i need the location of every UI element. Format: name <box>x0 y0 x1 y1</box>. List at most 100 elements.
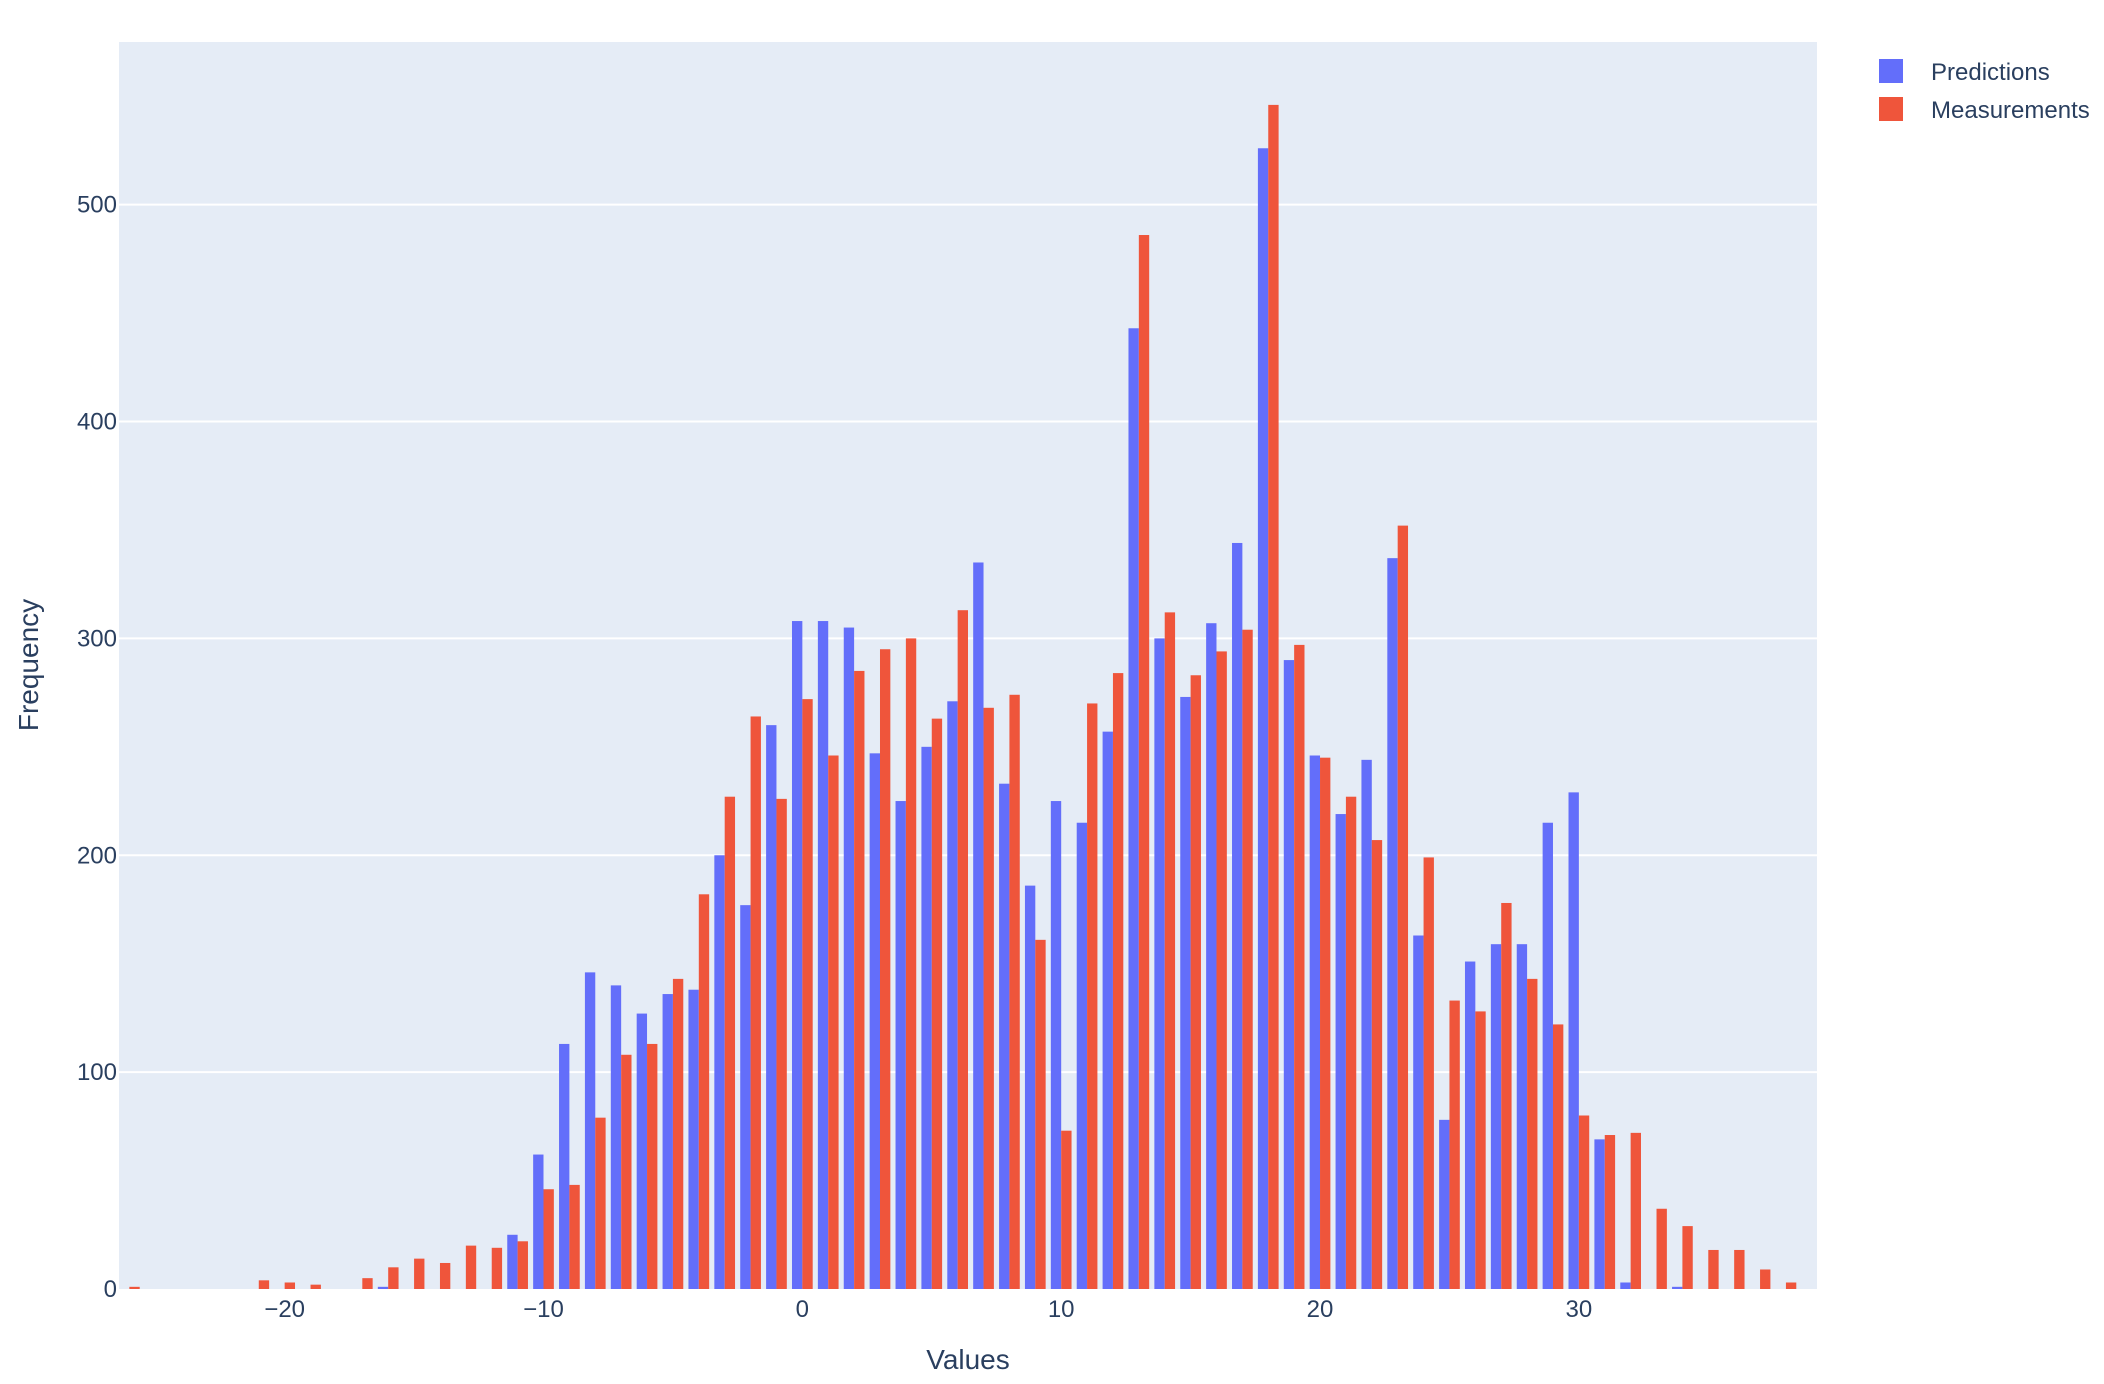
bar-predictions[interactable] <box>766 725 777 1289</box>
bar-predictions[interactable] <box>1542 822 1553 1289</box>
bar-measurements[interactable] <box>1785 1282 1797 1289</box>
bar-predictions[interactable] <box>1464 961 1476 1289</box>
bar-measurements[interactable] <box>595 1117 606 1289</box>
bar-measurements[interactable] <box>1371 840 1383 1289</box>
bar-measurements[interactable] <box>491 1247 503 1289</box>
bar-measurements[interactable] <box>828 755 839 1289</box>
bar-measurements[interactable] <box>1345 796 1357 1289</box>
bar-predictions[interactable] <box>1439 1119 1450 1289</box>
bar-measurements[interactable] <box>724 796 736 1289</box>
bar-measurements[interactable] <box>1527 978 1538 1289</box>
bar-measurements[interactable] <box>1216 651 1227 1289</box>
bar-predictions[interactable] <box>1309 755 1321 1289</box>
bar-measurements[interactable] <box>931 718 943 1289</box>
bar-predictions[interactable] <box>1076 822 1088 1289</box>
bar-predictions[interactable] <box>1490 944 1502 1289</box>
bar-measurements[interactable] <box>258 1280 270 1289</box>
bar-measurements[interactable] <box>776 798 787 1289</box>
bar-measurements[interactable] <box>672 978 684 1289</box>
bar-measurements[interactable] <box>621 1054 632 1289</box>
bar-predictions[interactable] <box>507 1234 518 1289</box>
bar-predictions[interactable] <box>688 989 699 1289</box>
bar-measurements[interactable] <box>1630 1132 1641 1289</box>
bar-predictions[interactable] <box>973 562 984 1289</box>
bar-predictions[interactable] <box>1413 935 1424 1289</box>
bar-predictions[interactable] <box>1516 944 1528 1289</box>
bar-predictions[interactable] <box>714 855 725 1289</box>
bar-predictions[interactable] <box>1257 148 1269 1289</box>
bar-measurements[interactable] <box>1294 644 1305 1289</box>
bar-measurements[interactable] <box>802 699 813 1289</box>
bar-measurements[interactable] <box>1604 1135 1616 1289</box>
bar-measurements[interactable] <box>1552 1024 1564 1289</box>
bar-predictions[interactable] <box>533 1154 544 1289</box>
bar-predictions[interactable] <box>999 783 1010 1289</box>
bar-measurements[interactable] <box>698 894 710 1289</box>
bar-measurements[interactable] <box>1501 902 1512 1289</box>
bar-measurements[interactable] <box>310 1284 321 1289</box>
bar-predictions[interactable] <box>1387 558 1398 1289</box>
bar-measurements[interactable] <box>1242 629 1253 1289</box>
bar-measurements[interactable] <box>1112 673 1124 1289</box>
bar-measurements[interactable] <box>465 1245 477 1289</box>
bar-measurements[interactable] <box>1734 1249 1745 1289</box>
bar-measurements[interactable] <box>439 1262 451 1289</box>
bar-predictions[interactable] <box>1102 731 1113 1289</box>
bar-predictions[interactable] <box>1180 696 1191 1289</box>
bar-predictions[interactable] <box>1620 1282 1631 1289</box>
bar-measurements[interactable] <box>647 1043 658 1289</box>
bar-measurements[interactable] <box>750 716 761 1289</box>
legend-item-measurements[interactable]: Measurements <box>1879 97 2090 124</box>
bar-measurements[interactable] <box>1009 694 1020 1289</box>
bar-predictions[interactable] <box>921 746 932 1289</box>
bar-measurements[interactable] <box>983 707 994 1289</box>
bar-predictions[interactable] <box>1128 328 1139 1289</box>
bar-predictions[interactable] <box>895 801 906 1289</box>
bar-measurements[interactable] <box>543 1189 554 1289</box>
bar-predictions[interactable] <box>1568 792 1579 1289</box>
bar-measurements[interactable] <box>1708 1249 1719 1289</box>
bar-measurements[interactable] <box>129 1286 140 1289</box>
bar-predictions[interactable] <box>584 972 596 1289</box>
bar-measurements[interactable] <box>1138 235 1150 1289</box>
bar-measurements[interactable] <box>905 638 917 1289</box>
legend-item-predictions[interactable]: Predictions <box>1879 59 2050 86</box>
bar-predictions[interactable] <box>740 905 751 1289</box>
bar-predictions[interactable] <box>791 621 803 1289</box>
bar-predictions[interactable] <box>662 994 673 1289</box>
bar-predictions[interactable] <box>1672 1286 1683 1289</box>
bar-predictions[interactable] <box>1050 801 1062 1289</box>
bar-measurements[interactable] <box>414 1258 425 1289</box>
bar-predictions[interactable] <box>636 1013 648 1289</box>
bar-measurements[interactable] <box>1268 104 1279 1289</box>
bar-predictions[interactable] <box>1361 759 1372 1289</box>
bar-measurements[interactable] <box>1061 1130 1072 1289</box>
bar-predictions[interactable] <box>869 753 880 1289</box>
bar-predictions[interactable] <box>817 621 829 1289</box>
bar-predictions[interactable] <box>377 1286 389 1289</box>
bar-measurements[interactable] <box>1578 1115 1590 1289</box>
bar-predictions[interactable] <box>947 701 958 1289</box>
bar-predictions[interactable] <box>559 1043 570 1289</box>
bar-predictions[interactable] <box>1594 1139 1605 1289</box>
bar-predictions[interactable] <box>1024 885 1036 1289</box>
bar-measurements[interactable] <box>1397 525 1409 1289</box>
bar-measurements[interactable] <box>1656 1208 1667 1289</box>
bar-measurements[interactable] <box>517 1241 528 1289</box>
bar-predictions[interactable] <box>1154 638 1165 1289</box>
bar-measurements[interactable] <box>879 649 891 1289</box>
bar-measurements[interactable] <box>1423 857 1434 1289</box>
bar-measurements[interactable] <box>1087 703 1098 1289</box>
bar-measurements[interactable] <box>362 1278 373 1289</box>
bar-measurements[interactable] <box>569 1184 580 1289</box>
bar-predictions[interactable] <box>1335 814 1346 1289</box>
bar-measurements[interactable] <box>957 610 968 1289</box>
bar-measurements[interactable] <box>1190 675 1201 1289</box>
bar-measurements[interactable] <box>1760 1269 1771 1289</box>
bar-measurements[interactable] <box>388 1267 399 1289</box>
legend[interactable]: Predictions Measurements <box>1879 59 2090 124</box>
bar-measurements[interactable] <box>1449 1000 1460 1289</box>
bar-predictions[interactable] <box>610 985 622 1289</box>
bar-predictions[interactable] <box>1232 542 1243 1289</box>
bar-measurements[interactable] <box>284 1282 296 1289</box>
